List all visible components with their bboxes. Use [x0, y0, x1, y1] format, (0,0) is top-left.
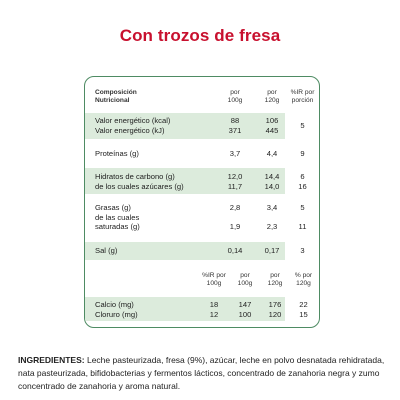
table-row-proteins: Proteínas (g) 3,7 4,4 9 — [85, 147, 318, 161]
minerals-header-row: %IR por 100g por 100g por 120g % por 120g — [85, 272, 318, 290]
row-label: Sal (g) — [95, 246, 118, 255]
row-value-ir: 6 16 — [298, 172, 307, 191]
table-row-fats: Grasas (g) de las cuales saturadas (g) 2,8… — [85, 201, 318, 237]
header-per-100g: por 100g — [237, 272, 253, 287]
header-ir-100g: %IR por 100g — [202, 272, 226, 287]
row-value-100g: 147 100 — [238, 300, 252, 319]
product-title: Con trozos de fresa — [119, 26, 281, 45]
row-label: Proteínas (g) — [95, 149, 139, 158]
header-ir-portion: %IR por porción — [290, 89, 315, 104]
row-label: Valor energético (kcal) Valor energético … — [95, 116, 171, 135]
table-row-carbohydrates: Hidratos de carbono (g) de los cuales azú… — [85, 168, 318, 194]
row-value-100g: 88 371 — [228, 116, 242, 135]
header-composition: Composición Nutricional — [95, 89, 137, 104]
row-value-120g: 3,4 2,3 — [266, 203, 278, 231]
nutrition-table: Composición Nutricional por 100g por 120g %… — [84, 76, 320, 328]
row-value-120g: 176 120 — [268, 300, 282, 319]
header-per-120g: por 120g — [264, 89, 280, 104]
row-value-100g: 0,14 — [227, 246, 243, 255]
header-per-100g: por 100g — [227, 89, 243, 104]
row-value-120g: 0,17 — [264, 246, 280, 255]
row-value-ir-100g: 18 12 — [209, 300, 219, 319]
row-value-ir: 3 — [300, 246, 305, 255]
table-header-row: Composición Nutricional por 100g por 120g %… — [85, 89, 318, 107]
row-value-120g: 14,4 14,0 — [264, 172, 280, 191]
ingredients-list: Leche pasteurizada, fresa (9%), azúcar, … — [18, 355, 385, 391]
row-value-ir: 5 — [300, 121, 305, 130]
row-value-120g: 106 445 — [265, 116, 279, 135]
row-label: Hidratos de carbono (g) de los cuales azú… — [95, 172, 184, 191]
row-value-ir: 9 — [300, 149, 305, 158]
row-label: Grasas (g) de las cuales saturadas (g) — [95, 203, 140, 231]
table-row-energy: Valor energético (kcal) Valor energético … — [85, 113, 318, 139]
table-row-salt: Sal (g) 0,14 0,17 3 — [85, 242, 318, 260]
row-value-100g: 12,0 11,7 — [227, 172, 243, 191]
row-value-pct-120g: 22 15 — [299, 300, 308, 319]
row-value-120g: 4,4 — [266, 149, 278, 158]
ingredients-heading: INGREDIENTES: — [18, 355, 85, 365]
table-row-minerals: Calcio (mg) Cloruro (mg) 18 12 147 100 176 1… — [85, 297, 318, 321]
header-pct-120g: % por 120g — [294, 272, 313, 287]
header-per-120g: por 120g — [267, 272, 283, 287]
row-value-ir: 5 11 — [298, 203, 307, 231]
ingredients-text: INGREDIENTES: Leche pasteurizada, fresa … — [18, 354, 386, 392]
row-label: Calcio (mg) Cloruro (mg) — [95, 300, 138, 319]
row-value-100g: 3,7 — [229, 149, 241, 158]
row-value-100g: 2,8 1,9 — [229, 203, 241, 231]
